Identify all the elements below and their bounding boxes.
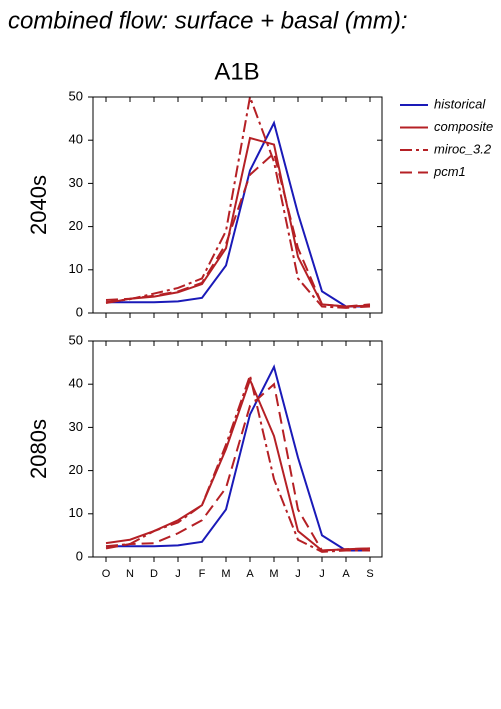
series-line: [105, 151, 371, 308]
legend-label: pcm1: [433, 164, 466, 179]
y-tick-label: 0: [76, 304, 83, 319]
x-tick-label: J: [175, 568, 181, 580]
y-tick-label: 40: [69, 376, 83, 391]
legend-label: historical: [434, 96, 486, 111]
series-line: [106, 364, 370, 552]
legend-label: composite: [434, 119, 493, 134]
series-line: [105, 371, 370, 553]
x-tick-label: J: [295, 568, 301, 580]
x-tick-label: A: [246, 568, 254, 580]
plot-frame: [92, 96, 383, 314]
y-tick-label: 0: [76, 548, 83, 563]
series-line: [105, 93, 371, 309]
x-tick-label: N: [126, 568, 134, 580]
x-tick-label: S: [366, 568, 373, 580]
y-tick-label: 20: [69, 218, 83, 233]
y-tick-label: 10: [69, 261, 83, 276]
y-tick-label: 10: [69, 505, 83, 520]
y-tick-label: 50: [69, 332, 83, 347]
y-tick-label: 30: [69, 175, 83, 190]
chart-subtitle: A1B: [214, 58, 259, 85]
plot-frame: [92, 340, 383, 558]
y-axis-label: 2080s: [26, 419, 51, 479]
x-tick-label: M: [221, 568, 230, 580]
series-line: [105, 382, 371, 552]
series-line: [105, 136, 371, 308]
x-tick-label: D: [150, 568, 158, 580]
x-tick-label: A: [342, 568, 350, 580]
x-tick-label: J: [319, 568, 325, 580]
chart-title: combined flow: surface + basal (mm):: [8, 7, 407, 34]
x-tick-label: O: [102, 568, 111, 580]
x-tick-label: M: [269, 568, 278, 580]
legend-label: miroc_3.2: [434, 141, 492, 156]
y-tick-label: 20: [69, 462, 83, 477]
y-axis-label: 2040s: [26, 175, 51, 235]
y-tick-label: 30: [69, 419, 83, 434]
y-tick-label: 50: [69, 88, 83, 103]
x-tick-label: F: [199, 568, 206, 580]
y-tick-label: 40: [69, 132, 83, 147]
series-line: [106, 120, 370, 308]
